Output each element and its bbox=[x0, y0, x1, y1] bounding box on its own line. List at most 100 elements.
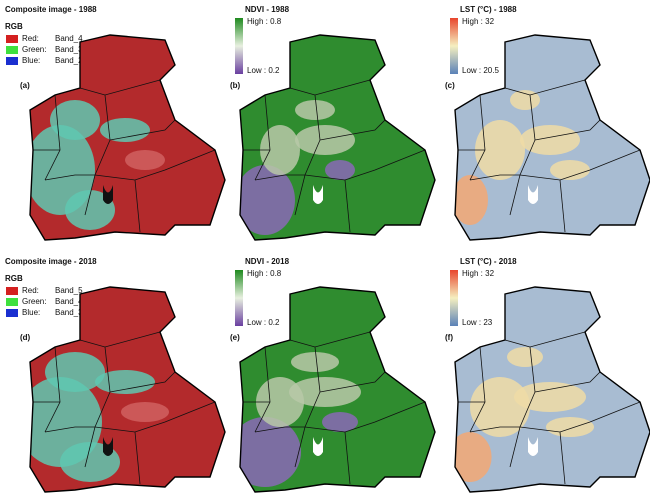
district-boundary bbox=[509, 346, 536, 468]
district-boundary bbox=[44, 426, 95, 433]
district-boundary bbox=[319, 119, 386, 141]
map-patch bbox=[289, 377, 361, 407]
legend-swatch bbox=[6, 298, 18, 306]
district-boundary bbox=[84, 94, 111, 216]
map-patch bbox=[121, 402, 169, 422]
panel-label: (a) bbox=[20, 81, 30, 90]
water-body bbox=[103, 437, 113, 456]
map-patch bbox=[291, 352, 339, 372]
legend-channel: Red: bbox=[22, 34, 39, 43]
map-panel: (d) bbox=[20, 286, 226, 493]
district-boundary bbox=[519, 401, 641, 433]
panel-title: LST (°C) - 1988 bbox=[460, 5, 517, 14]
map-patch bbox=[325, 160, 355, 180]
map-outline bbox=[454, 34, 650, 241]
map-panel: (b) NDVI - 1988 High : 0.8 Low : 0.2 bbox=[230, 5, 436, 241]
legend-low: Low : 20.5 bbox=[462, 66, 499, 75]
legend-low: Low : 0.2 bbox=[247, 318, 280, 327]
water-body bbox=[313, 437, 323, 456]
water-body bbox=[528, 185, 538, 204]
map-patch bbox=[546, 417, 594, 437]
district-boundary bbox=[304, 401, 426, 433]
district-boundary bbox=[294, 346, 321, 468]
color-ramp bbox=[450, 270, 458, 326]
legend-band: Band_4 bbox=[55, 297, 83, 306]
map-fill bbox=[240, 35, 435, 240]
panel-label: (f) bbox=[445, 333, 453, 342]
map-outline bbox=[29, 286, 226, 493]
panel-label: (b) bbox=[230, 81, 241, 90]
row-title: Composite image - 2018 bbox=[5, 257, 97, 266]
panel-label: (d) bbox=[20, 333, 31, 342]
row-title: Composite image - 1988 bbox=[5, 5, 97, 14]
district-boundary bbox=[134, 431, 141, 485]
map-patch bbox=[514, 382, 586, 412]
panel-title: NDVI - 1988 bbox=[245, 5, 290, 14]
panel-label: (e) bbox=[230, 333, 240, 342]
map-patch bbox=[550, 160, 590, 180]
map-fill bbox=[30, 287, 225, 492]
rgb-heading: RGB bbox=[5, 274, 23, 283]
district-boundary bbox=[109, 119, 176, 141]
legend-band: Band_4 bbox=[55, 34, 83, 43]
map-panel: (f) LST (°C) - 2018 High : 32 Low : 23 bbox=[445, 257, 650, 493]
map-patch bbox=[520, 125, 580, 155]
district-boundary bbox=[469, 174, 520, 181]
map-panel: (a) bbox=[20, 34, 226, 241]
map-patch bbox=[125, 150, 165, 170]
panel-label: (c) bbox=[445, 81, 455, 90]
map-outline bbox=[239, 286, 436, 493]
district-boundary bbox=[344, 431, 351, 485]
map-patch bbox=[240, 165, 295, 235]
district-boundary bbox=[94, 149, 216, 181]
water-body bbox=[313, 185, 323, 204]
legend-swatch bbox=[6, 46, 18, 54]
map-outline bbox=[239, 34, 436, 241]
map-patch bbox=[455, 175, 488, 225]
map-panel: (c) LST (°C) - 1988 High : 32 Low : 20.5 bbox=[445, 5, 650, 241]
map-fill bbox=[455, 35, 650, 240]
color-ramp bbox=[235, 270, 243, 326]
map-patch bbox=[295, 125, 355, 155]
legend-swatch bbox=[6, 309, 18, 317]
water-body bbox=[528, 437, 538, 456]
district-boundary bbox=[559, 179, 566, 233]
district-boundary bbox=[559, 431, 566, 485]
legend-band: Band_5 bbox=[55, 286, 83, 295]
legend-swatch bbox=[6, 287, 18, 295]
district-boundary bbox=[469, 426, 520, 433]
map-patch bbox=[470, 377, 530, 437]
legend-high: High : 32 bbox=[462, 17, 495, 26]
map-patch bbox=[322, 412, 358, 432]
district-boundary bbox=[534, 119, 601, 141]
panel-title: NDVI - 2018 bbox=[245, 257, 290, 266]
legend-channel: Red: bbox=[22, 286, 39, 295]
legend-low: Low : 23 bbox=[462, 318, 493, 327]
district-boundary bbox=[109, 371, 176, 393]
map-patch bbox=[455, 432, 492, 482]
map-fill bbox=[30, 35, 225, 240]
district-boundary bbox=[84, 346, 111, 468]
legend-channel: Green: bbox=[22, 45, 46, 54]
district-boundary bbox=[44, 174, 95, 181]
rgb-heading: RGB bbox=[5, 22, 23, 31]
map-patch bbox=[475, 120, 525, 180]
district-boundary bbox=[344, 179, 351, 233]
panel-title: LST (°C) - 2018 bbox=[460, 257, 517, 266]
district-boundary bbox=[254, 426, 305, 433]
map-patch bbox=[295, 100, 335, 120]
legend-high: High : 0.8 bbox=[247, 269, 282, 278]
legend-high: High : 0.8 bbox=[247, 17, 282, 26]
district-boundary bbox=[134, 179, 141, 233]
district-boundary bbox=[94, 401, 216, 433]
map-patch bbox=[65, 190, 115, 230]
legend-channel: Green: bbox=[22, 297, 46, 306]
color-ramp bbox=[235, 18, 243, 74]
district-boundary bbox=[304, 149, 426, 181]
legend-swatch bbox=[6, 35, 18, 43]
map-patch bbox=[30, 125, 95, 215]
legend-band: Band_3 bbox=[55, 308, 83, 317]
district-boundary bbox=[519, 149, 641, 181]
map-patch bbox=[100, 118, 150, 142]
